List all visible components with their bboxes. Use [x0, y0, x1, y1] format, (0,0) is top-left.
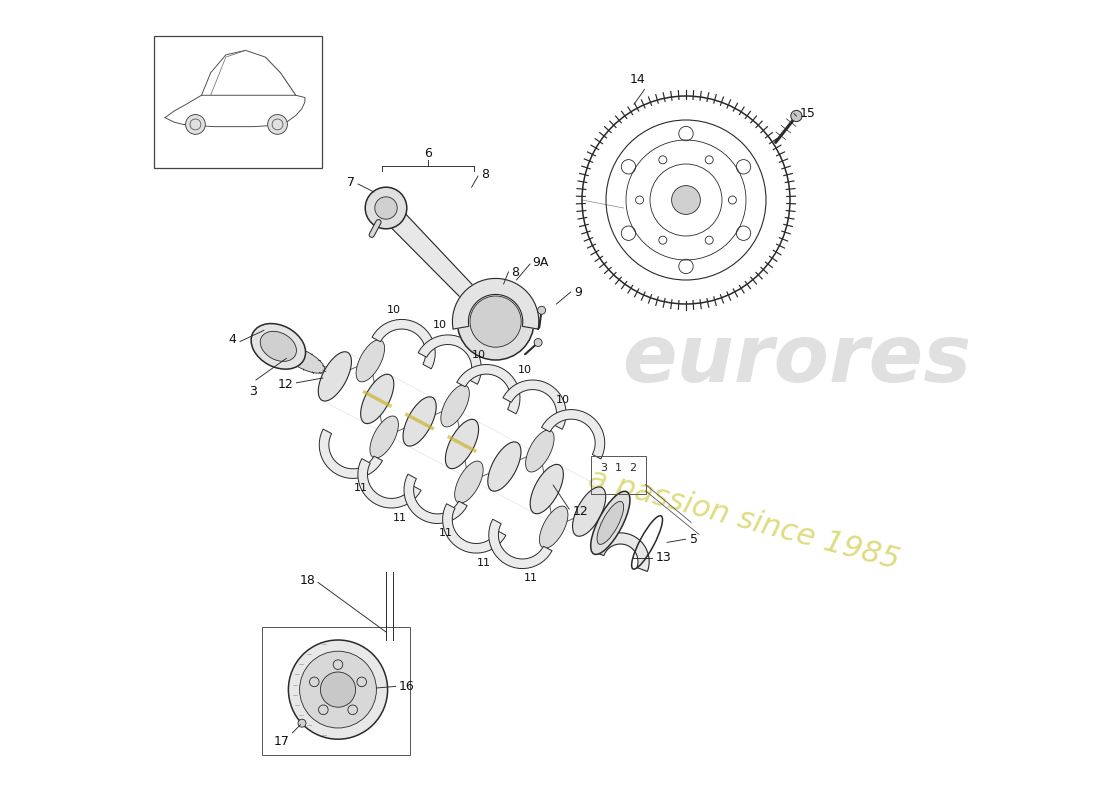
Polygon shape — [452, 278, 539, 329]
Text: 9: 9 — [574, 286, 582, 298]
Circle shape — [320, 672, 355, 707]
Ellipse shape — [591, 491, 630, 554]
Text: 10: 10 — [517, 365, 531, 375]
Ellipse shape — [526, 430, 554, 472]
Text: 14: 14 — [630, 74, 646, 86]
Circle shape — [186, 114, 206, 134]
Text: 17: 17 — [274, 735, 290, 748]
Text: 2: 2 — [629, 463, 636, 474]
Ellipse shape — [370, 416, 398, 458]
Polygon shape — [378, 202, 514, 328]
Text: 10: 10 — [557, 394, 570, 405]
Text: 16: 16 — [399, 680, 415, 693]
Polygon shape — [456, 365, 520, 414]
Ellipse shape — [282, 346, 324, 373]
Ellipse shape — [361, 374, 394, 423]
Bar — [262, 627, 410, 755]
Ellipse shape — [441, 385, 470, 427]
Polygon shape — [503, 380, 566, 430]
Ellipse shape — [487, 442, 521, 491]
Circle shape — [672, 186, 701, 214]
Ellipse shape — [597, 502, 624, 544]
Bar — [154, 36, 322, 168]
Text: 3: 3 — [249, 385, 256, 398]
Ellipse shape — [530, 465, 563, 514]
Ellipse shape — [261, 331, 297, 362]
Ellipse shape — [403, 397, 437, 446]
Text: 10: 10 — [386, 305, 400, 314]
Circle shape — [535, 338, 542, 346]
Text: 12: 12 — [277, 378, 294, 391]
Ellipse shape — [536, 471, 558, 507]
Ellipse shape — [454, 461, 483, 503]
Circle shape — [791, 110, 802, 122]
Ellipse shape — [324, 358, 345, 394]
Text: 8: 8 — [481, 168, 490, 181]
Polygon shape — [358, 458, 421, 508]
Polygon shape — [541, 410, 605, 459]
Text: 4: 4 — [229, 334, 236, 346]
Circle shape — [470, 296, 521, 347]
Text: 13: 13 — [656, 551, 671, 564]
Text: 11: 11 — [354, 483, 367, 494]
Bar — [591, 456, 646, 494]
Circle shape — [375, 197, 397, 219]
Circle shape — [298, 719, 306, 727]
Text: 11: 11 — [393, 513, 407, 523]
Text: 10: 10 — [472, 350, 485, 360]
Ellipse shape — [251, 323, 306, 369]
Circle shape — [538, 306, 546, 314]
Circle shape — [458, 283, 534, 360]
Circle shape — [267, 114, 287, 134]
Text: 8: 8 — [512, 266, 519, 278]
Circle shape — [288, 640, 387, 739]
Text: 11: 11 — [524, 574, 538, 583]
Polygon shape — [418, 335, 482, 384]
Text: 6: 6 — [425, 147, 432, 160]
Text: 11: 11 — [477, 558, 492, 568]
Text: 5: 5 — [691, 533, 698, 546]
Text: 12: 12 — [572, 505, 588, 518]
Text: 15: 15 — [800, 107, 815, 120]
Polygon shape — [372, 319, 436, 369]
Ellipse shape — [318, 352, 351, 401]
Text: a passion since 1985: a passion since 1985 — [585, 465, 902, 575]
Ellipse shape — [446, 419, 478, 469]
Text: 10: 10 — [432, 320, 447, 330]
Text: 7: 7 — [346, 176, 355, 189]
Circle shape — [365, 187, 407, 229]
Polygon shape — [319, 429, 383, 478]
Text: 11: 11 — [439, 528, 452, 538]
Polygon shape — [593, 533, 649, 571]
Text: 3: 3 — [601, 463, 607, 474]
Polygon shape — [488, 519, 552, 569]
Polygon shape — [404, 474, 468, 523]
Text: eurores: eurores — [621, 321, 971, 399]
Ellipse shape — [539, 506, 568, 548]
Ellipse shape — [573, 487, 606, 536]
Ellipse shape — [356, 340, 385, 382]
Polygon shape — [442, 504, 506, 553]
Text: 9A: 9A — [532, 256, 549, 269]
Text: 18: 18 — [299, 574, 316, 586]
Text: 1: 1 — [615, 463, 622, 474]
Circle shape — [299, 651, 376, 728]
